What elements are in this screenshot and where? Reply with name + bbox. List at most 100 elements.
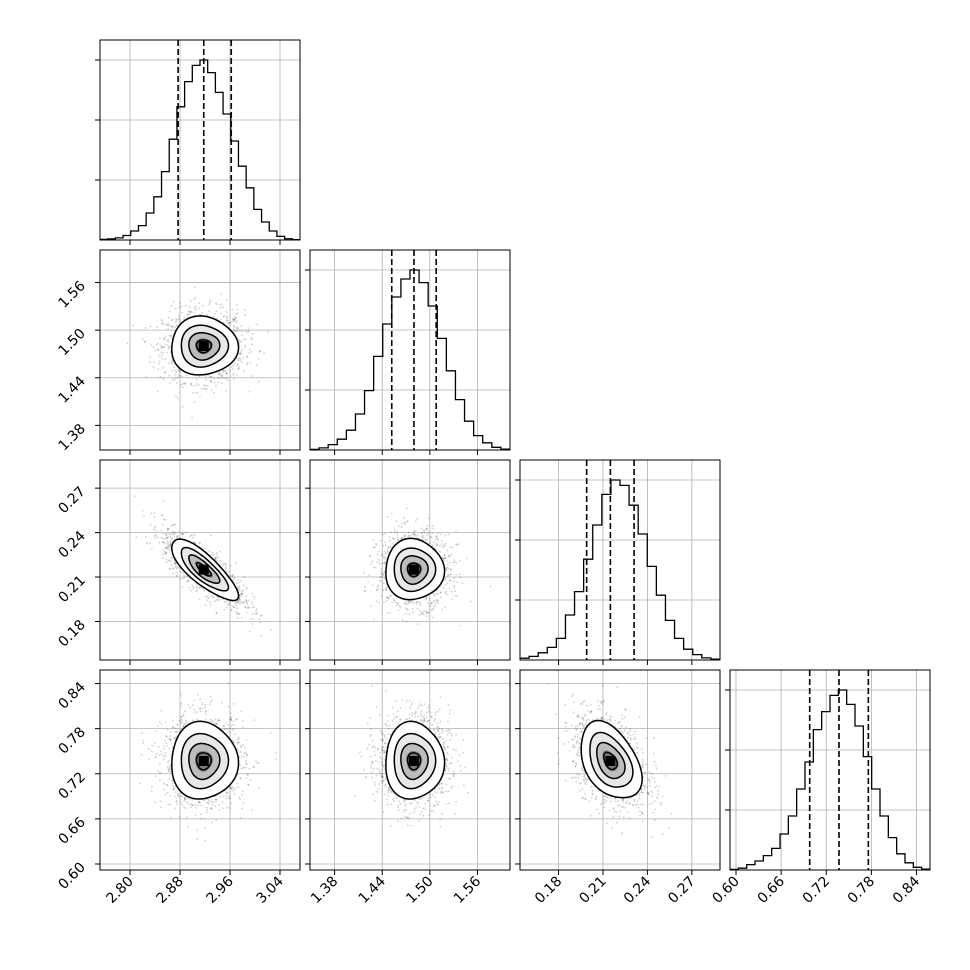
scatter-point bbox=[230, 724, 233, 727]
scatter-point bbox=[425, 527, 428, 530]
scatter-point bbox=[445, 567, 448, 570]
scatter-point bbox=[238, 339, 241, 342]
scatter-point bbox=[247, 599, 250, 602]
scatter-point bbox=[444, 556, 447, 559]
scatter-point bbox=[219, 559, 222, 562]
scatter-point bbox=[205, 801, 208, 804]
scatter-point bbox=[178, 374, 181, 377]
scatter-point bbox=[157, 354, 160, 356]
scatter-point bbox=[384, 561, 387, 563]
scatter-point bbox=[168, 347, 170, 350]
scatter-point bbox=[174, 326, 177, 329]
scatter-point bbox=[237, 737, 240, 740]
scatter-point bbox=[420, 527, 423, 530]
scatter-point bbox=[239, 599, 241, 602]
panel-border bbox=[309, 249, 511, 451]
scatter-point bbox=[176, 800, 178, 803]
scatter-point bbox=[401, 619, 404, 621]
scatter-point bbox=[162, 537, 165, 540]
scatter-point bbox=[233, 318, 236, 321]
y-tick-label: 0.27 bbox=[55, 484, 88, 517]
scatter-point bbox=[445, 569, 448, 572]
scatter-point bbox=[253, 597, 256, 600]
scatter-point bbox=[149, 355, 152, 358]
scatter-point bbox=[433, 547, 436, 550]
scatter-point bbox=[405, 520, 408, 523]
scatter-point bbox=[210, 534, 213, 537]
scatter-point bbox=[258, 380, 260, 383]
scatter-point bbox=[193, 711, 196, 714]
scatter-point bbox=[403, 602, 406, 605]
scatter-point bbox=[390, 546, 392, 549]
y-tick-label: 0.78 bbox=[55, 724, 88, 757]
scatter-point bbox=[453, 559, 456, 562]
scatter-point bbox=[169, 532, 172, 535]
scatter-point bbox=[164, 371, 167, 374]
scatter-point bbox=[440, 539, 443, 542]
y-tick-label: 1.38 bbox=[55, 421, 88, 454]
scatter-point bbox=[388, 536, 391, 539]
scatter-point bbox=[255, 613, 257, 616]
scatter-point bbox=[171, 379, 174, 381]
scatter-point bbox=[193, 541, 196, 544]
scatter-point bbox=[185, 721, 188, 724]
scatter-point bbox=[177, 376, 180, 379]
scatter-point bbox=[427, 517, 430, 520]
scatter-point bbox=[175, 574, 178, 577]
scatter-point bbox=[432, 609, 435, 612]
scatter-point bbox=[425, 598, 427, 601]
scatter-point bbox=[430, 609, 433, 611]
scatter-point bbox=[171, 325, 174, 328]
scatter-point bbox=[190, 384, 193, 387]
scatter-point bbox=[165, 548, 168, 551]
scatter-point bbox=[217, 372, 220, 375]
scatter-point bbox=[235, 304, 238, 306]
scatter-point bbox=[126, 342, 129, 345]
scatter-point bbox=[210, 595, 213, 598]
scatter-point bbox=[169, 542, 172, 545]
scatter-point bbox=[191, 416, 193, 419]
scatter-point bbox=[398, 524, 400, 527]
scatter-point bbox=[235, 561, 237, 564]
scatter-point bbox=[214, 718, 217, 721]
scatter-point bbox=[378, 579, 381, 582]
scatter-point bbox=[167, 546, 170, 549]
scatter-point bbox=[179, 578, 182, 581]
scatter-point bbox=[222, 305, 224, 308]
scatter-point bbox=[236, 363, 239, 366]
scatter-point bbox=[244, 344, 247, 347]
scatter-point bbox=[146, 542, 148, 544]
scatter-point bbox=[164, 752, 166, 754]
scatter-point bbox=[219, 312, 222, 315]
scatter-point bbox=[222, 321, 225, 324]
scatter-point bbox=[162, 541, 165, 543]
scatter-point bbox=[434, 537, 437, 540]
scatter-point bbox=[186, 313, 189, 316]
scatter-point bbox=[433, 541, 435, 544]
scatter-point bbox=[199, 710, 202, 713]
scatter-point bbox=[434, 601, 436, 603]
scatter-point bbox=[217, 381, 220, 383]
scatter-point bbox=[450, 590, 453, 593]
scatter-point bbox=[166, 546, 169, 549]
scatter-point bbox=[151, 744, 154, 747]
scatter-point bbox=[444, 557, 447, 560]
scatter-point bbox=[239, 798, 241, 801]
scatter-point bbox=[256, 612, 258, 614]
scatter-point bbox=[230, 787, 233, 790]
scatter-point bbox=[404, 607, 407, 610]
scatter-point bbox=[251, 603, 254, 606]
scatter-point bbox=[232, 318, 235, 321]
scatter-point bbox=[233, 318, 236, 321]
scatter-point bbox=[226, 322, 229, 325]
scatter-point bbox=[225, 567, 228, 570]
scatter-point bbox=[164, 552, 167, 555]
scatter-point bbox=[176, 566, 179, 569]
scatter-point bbox=[236, 319, 238, 322]
scatter-point bbox=[141, 509, 144, 512]
scatter-point bbox=[152, 346, 155, 349]
scatter-point bbox=[161, 322, 164, 325]
scatter-point bbox=[389, 595, 392, 598]
scatter-point bbox=[209, 376, 212, 378]
scatter-point bbox=[224, 566, 227, 569]
